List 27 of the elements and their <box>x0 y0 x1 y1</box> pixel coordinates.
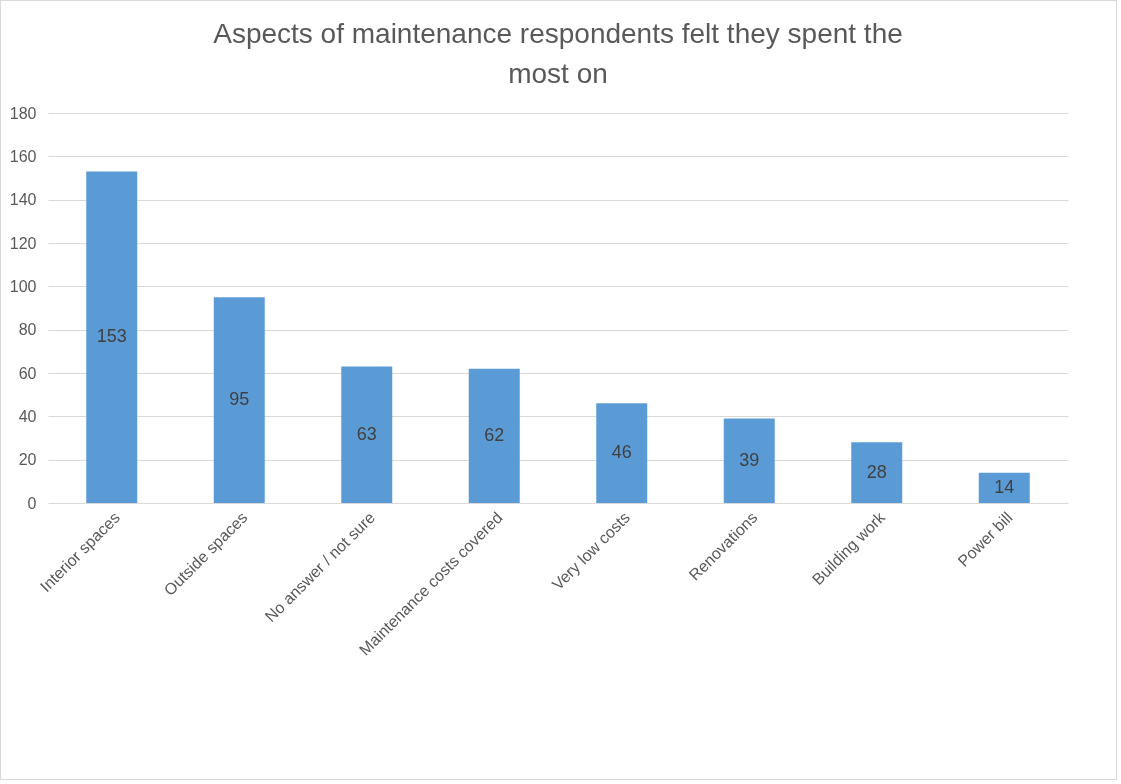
bar <box>213 297 265 503</box>
data-label: 46 <box>611 442 632 463</box>
y-tick-label: 60 <box>18 364 37 382</box>
bar <box>851 442 903 503</box>
data-label: 39 <box>739 449 760 470</box>
data-label: 62 <box>484 424 505 445</box>
y-tick-label: 40 <box>18 407 37 425</box>
y-tick-label: 80 <box>18 321 37 339</box>
bar <box>596 403 648 503</box>
data-label: 28 <box>866 461 887 482</box>
y-tick-label: 160 <box>9 147 37 165</box>
bar <box>468 368 520 503</box>
data-label: 63 <box>356 423 377 444</box>
data-label: 95 <box>229 389 250 410</box>
data-label: 14 <box>994 476 1015 497</box>
bar <box>723 418 775 503</box>
y-tick-label: 100 <box>9 277 37 295</box>
data-label: 153 <box>96 326 127 347</box>
y-tick-label: 120 <box>9 234 37 252</box>
bar <box>341 366 393 503</box>
chart-title: Aspects of maintenance respondents felt they spent the most on <box>213 18 903 89</box>
y-tick-label: 20 <box>18 451 37 469</box>
bar <box>86 171 138 503</box>
y-tick-label: 140 <box>9 191 37 209</box>
y-tick-label: 0 <box>27 494 37 512</box>
bar <box>978 472 1030 503</box>
y-tick-label: 180 <box>9 104 37 122</box>
